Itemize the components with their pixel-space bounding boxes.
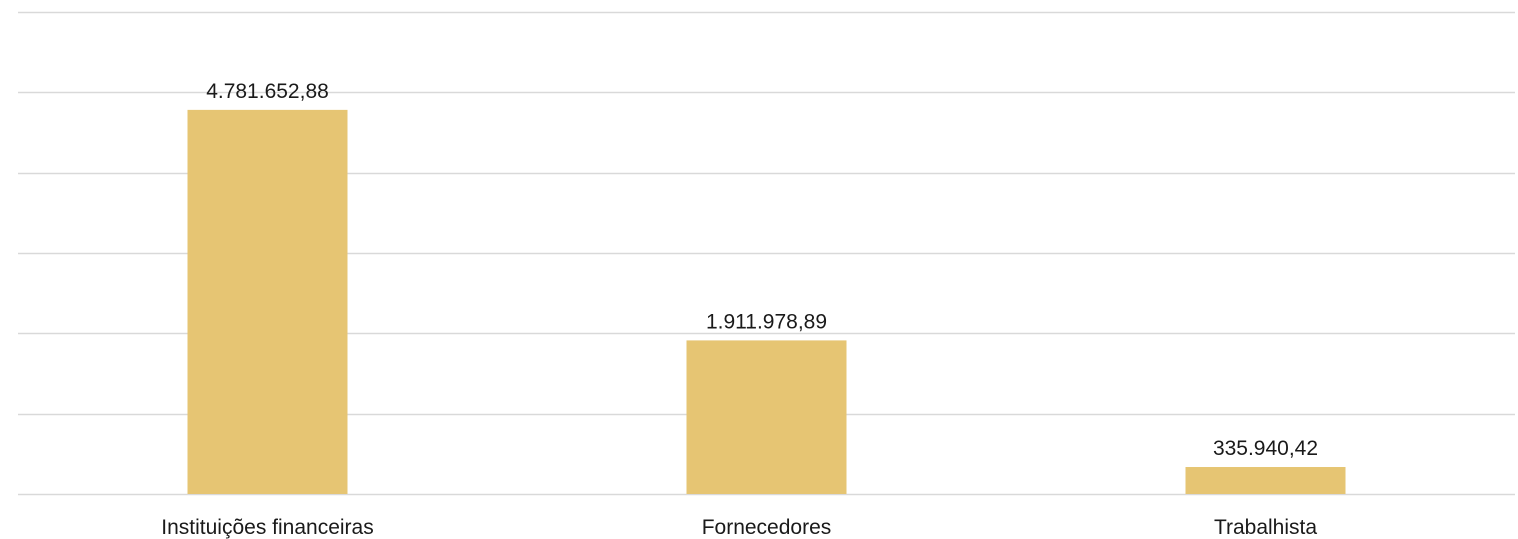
data-labels: 4.781.652,88 1.911.978,89 335.940,42: [206, 80, 1318, 460]
data-label: 335.940,42: [1213, 437, 1318, 460]
category-labels: Instituições financeiras Fornecedores Trab…: [161, 516, 1317, 539]
bar: [187, 109, 348, 494]
data-label: 4.781.652,88: [206, 80, 329, 103]
category-label: Trabalhista: [1214, 516, 1317, 539]
bars: [187, 109, 1346, 494]
bar: [1185, 467, 1346, 494]
category-label: Instituições financeiras: [161, 516, 373, 539]
bar: [686, 340, 847, 494]
category-label: Fornecedores: [702, 516, 832, 539]
data-label: 1.911.978,89: [706, 310, 827, 333]
